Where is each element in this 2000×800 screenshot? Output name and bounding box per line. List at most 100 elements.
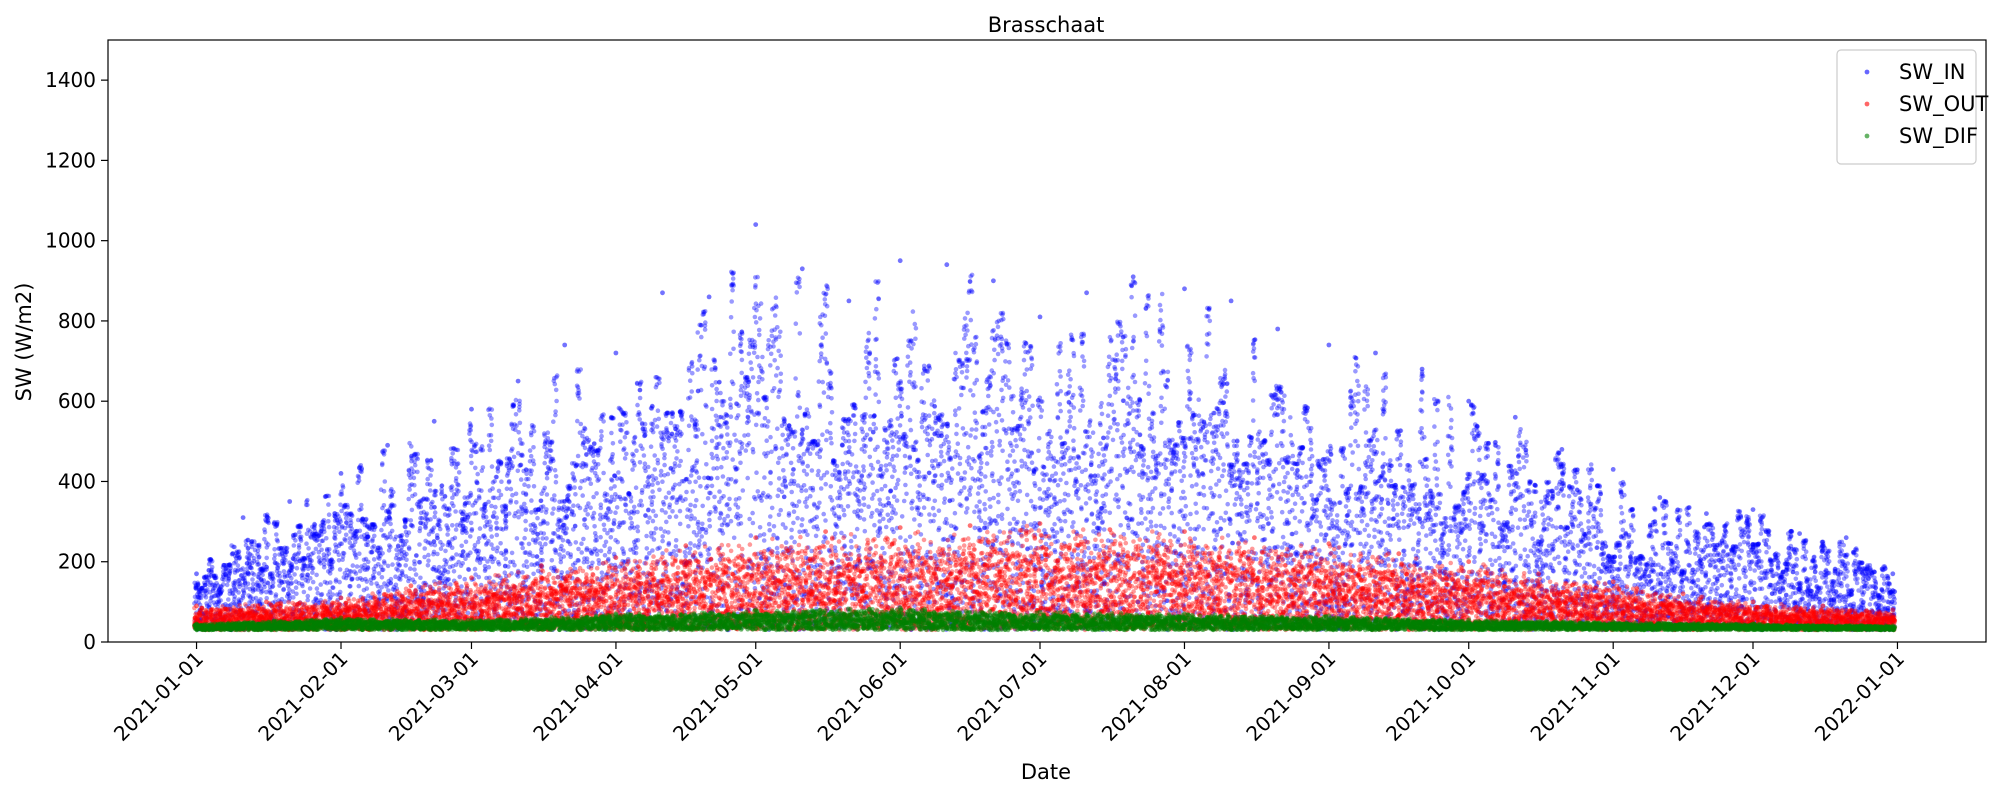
scatter-point bbox=[656, 481, 661, 486]
scatter-point bbox=[426, 518, 431, 523]
scatter-point bbox=[727, 497, 732, 502]
scatter-point bbox=[533, 540, 538, 545]
scatter-point bbox=[712, 495, 717, 500]
scatter-point bbox=[777, 513, 782, 518]
scatter-point bbox=[823, 482, 828, 487]
scatter-point bbox=[662, 463, 667, 468]
scatter-point bbox=[898, 535, 903, 540]
scatter-point bbox=[856, 470, 861, 475]
scatter-point bbox=[388, 531, 393, 536]
scatter-point bbox=[593, 538, 598, 543]
scatter-point bbox=[911, 342, 916, 347]
scatter-point bbox=[759, 498, 764, 503]
scatter-point bbox=[756, 489, 761, 494]
scatter-point bbox=[954, 432, 959, 437]
scatter-point bbox=[880, 546, 885, 551]
scatter-point bbox=[634, 448, 639, 453]
scatter-point bbox=[690, 360, 695, 365]
scatter-point bbox=[908, 373, 913, 378]
scatter-point bbox=[875, 489, 880, 494]
scatter-point bbox=[263, 530, 268, 535]
scatter-point bbox=[524, 559, 529, 564]
scatter-point bbox=[879, 487, 884, 492]
scatter-point bbox=[473, 466, 478, 471]
scatter-point bbox=[519, 477, 524, 482]
scatter-point bbox=[585, 560, 590, 565]
scatter-point bbox=[710, 383, 715, 388]
scatter-point bbox=[231, 545, 236, 550]
scatter-point bbox=[503, 507, 508, 512]
scatter-point bbox=[351, 543, 356, 548]
scatter-point bbox=[510, 551, 515, 556]
scatter-point bbox=[674, 538, 679, 543]
scatter-point bbox=[695, 367, 700, 372]
scatter-point bbox=[542, 486, 547, 491]
scatter-point bbox=[623, 502, 628, 507]
scatter-point bbox=[394, 583, 399, 588]
scatter-point bbox=[498, 541, 503, 546]
scatter-point bbox=[659, 469, 664, 474]
scatter-point bbox=[726, 482, 731, 487]
scatter-point bbox=[562, 527, 567, 532]
scatter-point bbox=[514, 412, 519, 417]
scatter-point bbox=[780, 446, 785, 451]
scatter-point bbox=[910, 506, 915, 511]
scatter-point bbox=[772, 358, 777, 363]
scatter-point bbox=[362, 558, 367, 563]
scatter-point bbox=[762, 532, 767, 537]
scatter-point bbox=[430, 500, 435, 505]
scatter-point bbox=[738, 461, 743, 466]
scatter-point bbox=[576, 547, 581, 552]
scatter-point bbox=[886, 446, 891, 451]
scatter-point bbox=[728, 352, 733, 357]
scatter-point bbox=[856, 514, 861, 519]
scatter-point bbox=[730, 288, 735, 293]
scatter-point bbox=[912, 517, 917, 522]
scatter-point bbox=[862, 468, 867, 473]
scatter-point bbox=[255, 560, 260, 565]
scatter-point bbox=[782, 475, 787, 480]
scatter-point bbox=[868, 472, 873, 477]
scatter-point bbox=[623, 435, 628, 440]
scatter-point bbox=[747, 380, 752, 385]
scatter-point bbox=[822, 390, 827, 395]
scatter-point bbox=[876, 460, 881, 465]
scatter-point bbox=[239, 573, 244, 578]
scatter-point bbox=[609, 457, 614, 462]
scatter-point bbox=[540, 558, 545, 563]
scatter-point bbox=[778, 508, 783, 513]
scatter-point bbox=[829, 441, 834, 446]
scatter-point bbox=[468, 550, 473, 555]
scatter-point bbox=[894, 396, 899, 401]
scatter-point bbox=[739, 371, 744, 376]
scatter-point bbox=[880, 475, 885, 480]
scatter-point bbox=[911, 309, 916, 314]
scatter-point bbox=[909, 428, 914, 433]
scatter-point bbox=[272, 520, 277, 525]
scatter-point bbox=[432, 515, 437, 520]
scatter-point bbox=[326, 502, 331, 507]
scatter-point bbox=[486, 408, 491, 413]
scatter-point bbox=[473, 567, 478, 572]
scatter-point bbox=[319, 548, 324, 553]
scatter-point bbox=[966, 445, 971, 450]
scatter-point bbox=[817, 379, 822, 384]
scatter-point bbox=[860, 473, 865, 478]
scatter-point bbox=[857, 502, 862, 507]
scatter-point bbox=[281, 588, 286, 593]
scatter-point bbox=[812, 439, 817, 444]
scatter-point bbox=[794, 504, 799, 509]
scatter-point bbox=[432, 493, 437, 498]
scatter-point bbox=[628, 516, 633, 521]
scatter-point bbox=[718, 424, 723, 429]
scatter-point bbox=[264, 556, 269, 561]
scatter-point bbox=[747, 393, 752, 398]
scatter-point bbox=[482, 556, 487, 561]
scatter-point bbox=[642, 430, 647, 435]
scatter-point bbox=[938, 462, 943, 467]
scatter-point bbox=[221, 575, 226, 580]
scatter-point bbox=[964, 375, 969, 380]
scatter-point bbox=[749, 367, 754, 372]
scatter-point bbox=[469, 493, 474, 498]
scatter-point bbox=[456, 448, 461, 453]
